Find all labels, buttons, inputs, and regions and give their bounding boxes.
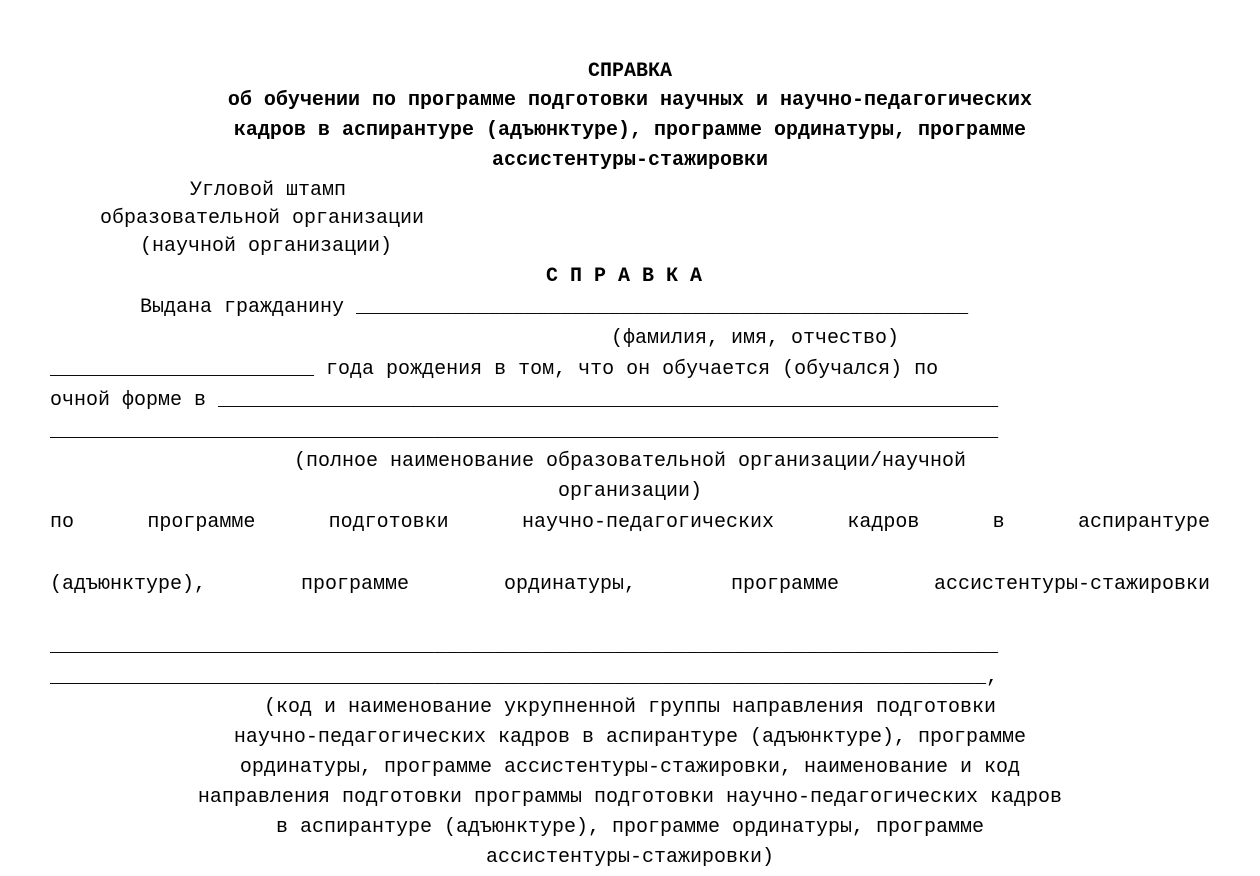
code-hint-line1: (код и наименование укрупненной группы н… bbox=[50, 693, 1210, 723]
stamp-line3: (научной организации) bbox=[140, 233, 1210, 261]
code-hint-line2: научно-педагогических кадров в аспиранту… bbox=[50, 723, 1210, 753]
program-line1: по программе подготовки научно-педагогич… bbox=[50, 507, 1210, 569]
fio-hint: (фамилия, имя, отчество) bbox=[300, 323, 1210, 354]
stamp-line1: Угловой штамп bbox=[190, 177, 1210, 205]
body-block: Выдана гражданину ______________________… bbox=[50, 292, 1210, 873]
stamp-line2: образовательной организации bbox=[100, 205, 1210, 233]
document-title: СПРАВКА bbox=[50, 60, 1210, 83]
stamp-block: Угловой штамп образовательной организаци… bbox=[100, 177, 1210, 261]
birth-year-line: ______________________ года рождения в т… bbox=[50, 354, 1210, 385]
issued-to-line: Выдана гражданину ______________________… bbox=[140, 292, 1210, 323]
document-subtitle-line3: ассистентуры-стажировки bbox=[50, 147, 1210, 175]
code-hint-line4: направления подготовки программы подгото… bbox=[50, 783, 1210, 813]
issued-prefix: Выдана гражданину bbox=[140, 296, 356, 319]
birth-rest: года рождения в том, что он обучается (о… bbox=[314, 358, 938, 381]
fulltime-blank: ________________________________________… bbox=[218, 389, 998, 412]
code-hint-line3: ординатуры, программе ассистентуры-стажи… bbox=[50, 753, 1210, 783]
code-hint-line5: в аспирантуре (адъюнктуре), программе ор… bbox=[50, 813, 1210, 843]
org-blank-line: ________________________________________… bbox=[50, 416, 1210, 447]
fulltime-prefix: очной форме в bbox=[50, 389, 218, 412]
birth-blank: ______________________ bbox=[50, 358, 314, 381]
fulltime-line: очной форме в __________________________… bbox=[50, 385, 1210, 416]
document-subtitle-line1: об обучении по программе подготовки науч… bbox=[50, 87, 1210, 115]
document-container: СПРАВКА об обучении по программе подгото… bbox=[50, 60, 1210, 873]
code-hint-line6: ассистентуры-стажировки) bbox=[50, 843, 1210, 873]
org-hint-line1: (полное наименование образовательной орг… bbox=[50, 447, 1210, 477]
issued-blank: ________________________________________… bbox=[356, 296, 968, 319]
program-line2: (адъюнктуре), программе ординатуры, прог… bbox=[50, 569, 1210, 631]
document-subtitle-line2: кадров в аспирантуре (адъюнктуре), прогр… bbox=[50, 117, 1210, 145]
org-hint-line2: организации) bbox=[50, 477, 1210, 507]
code-blank-line1: ________________________________________… bbox=[50, 631, 1210, 662]
certificate-heading: СПРАВКА bbox=[50, 265, 1210, 288]
code-blank-line2: ________________________________________… bbox=[50, 662, 1210, 693]
